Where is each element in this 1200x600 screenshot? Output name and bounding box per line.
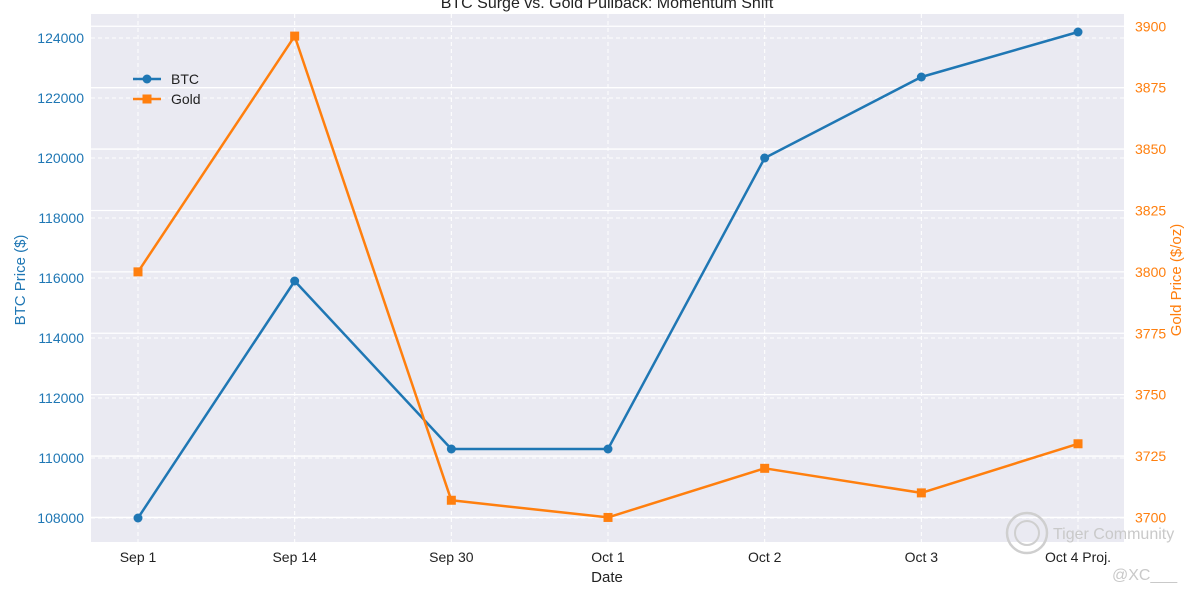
watermark: Tiger Community @XC___ [1005, 511, 1178, 584]
left-tick-label: 120000 [37, 150, 84, 166]
right-tick-label: 3875 [1135, 80, 1166, 96]
x-tick-label: Sep 14 [272, 549, 317, 565]
gold-point [1073, 439, 1083, 449]
gold-point [133, 267, 143, 277]
right-tick-label: 3800 [1135, 264, 1166, 280]
legend-btc-label: BTC [171, 71, 199, 87]
x-tick-label: Sep 1 [120, 549, 157, 565]
grid-lines [91, 14, 1124, 542]
legend: BTC Gold [133, 71, 201, 107]
left-axis-ticks: 108000 110000 112000 114000 116000 118000 1200… [37, 30, 84, 526]
legend-btc-marker [142, 74, 152, 84]
x-tick-label: Oct 2 [748, 549, 782, 565]
btc-point [916, 72, 926, 82]
left-tick-label: 124000 [37, 30, 84, 46]
gold-point [446, 495, 456, 505]
right-tick-label: 3750 [1135, 387, 1166, 403]
x-tick-label: Oct 4 Proj. [1045, 549, 1111, 565]
right-tick-label: 3700 [1135, 509, 1166, 525]
y-axis-right-label: Gold Price ($/oz) [1168, 224, 1185, 337]
right-tick-label: 3775 [1135, 325, 1166, 341]
left-tick-label: 116000 [38, 270, 84, 286]
chart-title: BTC Surge vs. Gold Pullback: Momentum Sh… [441, 0, 774, 12]
right-tick-label: 3900 [1135, 18, 1166, 34]
x-tick-label: Oct 1 [591, 549, 625, 565]
gold-point [916, 488, 926, 498]
watermark-handle: @XC___ [1112, 567, 1178, 584]
gold-point [760, 463, 770, 473]
watermark-brand: Tiger Community [1053, 526, 1174, 543]
legend-gold-label: Gold [171, 91, 201, 107]
btc-point [133, 513, 143, 523]
legend-gold-marker [142, 94, 152, 104]
left-tick-label: 122000 [37, 90, 84, 106]
x-axis-ticks: Sep 1 Sep 14 Sep 30 Oct 1 Oct 2 Oct 3 Oct 4 Pr… [120, 549, 1111, 565]
left-tick-label: 114000 [38, 330, 84, 346]
gold-point [603, 512, 613, 522]
btc-point [1073, 27, 1083, 37]
btc-point [290, 276, 300, 286]
right-tick-label: 3725 [1135, 448, 1166, 464]
right-tick-label: 3850 [1135, 141, 1166, 157]
right-axis-ticks: 3700 3725 3750 3775 3800 3825 3850 3875 3900 [1135, 18, 1166, 525]
gold-point [290, 31, 300, 41]
left-tick-label: 112000 [38, 390, 84, 406]
plot-background [91, 14, 1124, 542]
x-tick-label: Oct 3 [905, 549, 939, 565]
left-tick-label: 108000 [37, 510, 84, 526]
y-axis-left-label: BTC Price ($) [12, 235, 29, 326]
btc-point [760, 153, 770, 163]
x-tick-label: Sep 30 [429, 549, 474, 565]
left-tick-label: 110000 [38, 450, 84, 466]
watermark-logo-icon [1005, 511, 1049, 555]
series-layer [133, 27, 1083, 523]
x-axis-label: Date [591, 569, 623, 586]
btc-point [446, 444, 456, 454]
btc-point [603, 444, 613, 454]
left-tick-label: 118000 [38, 210, 84, 226]
right-tick-label: 3825 [1135, 202, 1166, 218]
watermark-logo-inner-icon [1014, 520, 1040, 546]
